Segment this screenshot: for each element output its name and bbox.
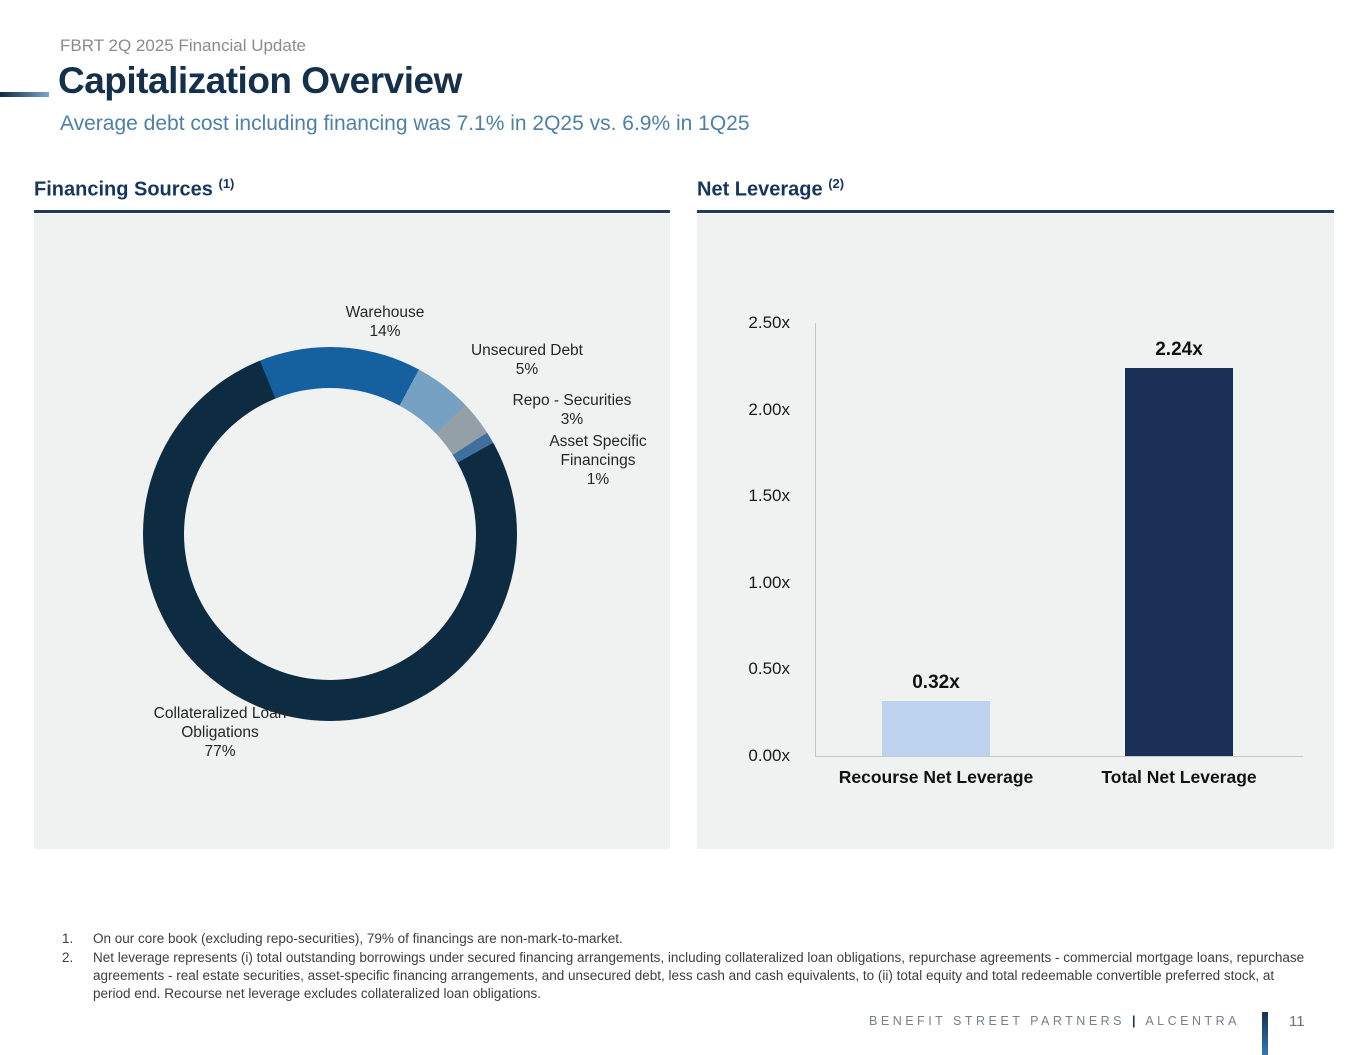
x-label-recourse: Recourse Net Leverage <box>838 767 1034 787</box>
title-accent-line <box>0 92 49 97</box>
y-axis-line <box>815 323 816 756</box>
leverage-heading-rule <box>697 210 1334 213</box>
bar-value-total: 2.24x <box>1155 339 1203 360</box>
y-tick: 0.00x <box>748 745 790 765</box>
financing-sources-heading: Financing Sources (1) <box>34 176 670 207</box>
financing-sources-heading-text: Financing Sources <box>34 178 213 201</box>
leverage-footnote-ref: (2) <box>828 176 845 191</box>
bar-total-net-leverage: 2.24x <box>1125 323 1233 756</box>
financing-heading-rule <box>34 210 670 213</box>
pie-label-unsecured-debt-pct: 5% <box>515 361 539 378</box>
donut-chart <box>143 347 517 721</box>
leverage-chart-panel: 2.50x 2.00x 1.50x 1.00x 0.50x 0.00x 0.32… <box>697 214 1334 849</box>
net-leverage-heading: Net Leverage (2) <box>697 176 1334 207</box>
page-number: 11 <box>1289 1013 1305 1030</box>
pie-label-warehouse-name: Warehouse <box>345 304 425 321</box>
page-title: Capitalization Overview <box>58 60 462 101</box>
net-leverage-heading-text: Net Leverage <box>697 178 823 201</box>
y-tick: 1.50x <box>748 486 790 506</box>
footnote-2-text: Net leverage represents (i) total outsta… <box>93 950 1305 1001</box>
footer-separator: | <box>1132 1014 1140 1028</box>
financing-footnote-ref: (1) <box>218 176 235 191</box>
financing-sources-section: Financing Sources (1) Warehouse 14% Unse… <box>34 176 670 849</box>
eyebrow-text: FBRT 2Q 2025 Financial Update <box>60 36 307 55</box>
pie-label-unsecured-debt-name: Unsecured Debt <box>470 342 583 359</box>
footnotes: 1. On our core book (excluding repo-secu… <box>62 930 1307 1004</box>
net-leverage-section: Net Leverage (2) 2.50x 2.00x 1.50x 1.00x… <box>697 176 1334 849</box>
y-tick: 0.50x <box>748 659 790 679</box>
footer-brand: BENEFIT STREET PARTNERS | ALCENTRA <box>869 1014 1240 1028</box>
pie-label-repo-securities-pct: 3% <box>560 411 584 428</box>
footnote-2: 2. Net leverage represents (i) total out… <box>62 949 1307 1003</box>
footnote-1: 1. On our core book (excluding repo-secu… <box>62 930 1307 948</box>
pie-label-warehouse: Warehouse 14% <box>305 303 465 341</box>
footnote-1-text: On our core book (excluding repo-securit… <box>93 931 623 946</box>
footer-brand-left: BENEFIT STREET PARTNERS <box>869 1014 1126 1028</box>
pie-label-asset-specific: Asset Specific Financings 1% <box>513 432 683 489</box>
x-axis-line <box>815 756 1303 757</box>
bar-fill-total <box>1125 368 1233 756</box>
pie-label-asset-specific-pct: 1% <box>586 471 610 488</box>
pie-label-asset-specific-name: Asset Specific Financings <box>549 433 647 469</box>
page-subtitle: Average debt cost including financing wa… <box>60 112 750 135</box>
bar-value-recourse: 0.32x <box>912 672 960 693</box>
pie-label-repo-securities-name: Repo - Securities <box>512 392 632 409</box>
bar-recourse-net-leverage: 0.32x <box>882 323 990 756</box>
y-tick: 1.00x <box>748 572 790 592</box>
x-label-total: Total Net Leverage <box>1101 767 1257 787</box>
pie-label-unsecured-debt: Unsecured Debt 5% <box>437 341 617 379</box>
y-tick: 2.50x <box>748 313 790 332</box>
y-axis-tick-labels: 2.50x 2.00x 1.50x 1.00x 0.50x 0.00x <box>697 313 790 766</box>
pie-label-clo-pct: 77% <box>204 743 236 760</box>
footnote-1-number: 1. <box>62 931 74 946</box>
pie-label-clo-name: Collateralized Loan Obligations <box>153 705 287 741</box>
pie-label-repo-securities: Repo - Securities 3% <box>482 391 662 429</box>
pie-label-warehouse-pct: 14% <box>369 323 401 340</box>
footer-brand-right: ALCENTRA <box>1145 1014 1240 1028</box>
y-tick: 2.00x <box>748 399 790 419</box>
pie-label-clo: Collateralized Loan Obligations 77% <box>125 704 315 761</box>
financing-chart-panel: Warehouse 14% Unsecured Debt 5% Repo - S… <box>34 214 670 849</box>
bar-fill-recourse <box>882 701 990 756</box>
footnote-2-number: 2. <box>62 950 74 965</box>
footer-accent-bar <box>1262 1012 1268 1055</box>
